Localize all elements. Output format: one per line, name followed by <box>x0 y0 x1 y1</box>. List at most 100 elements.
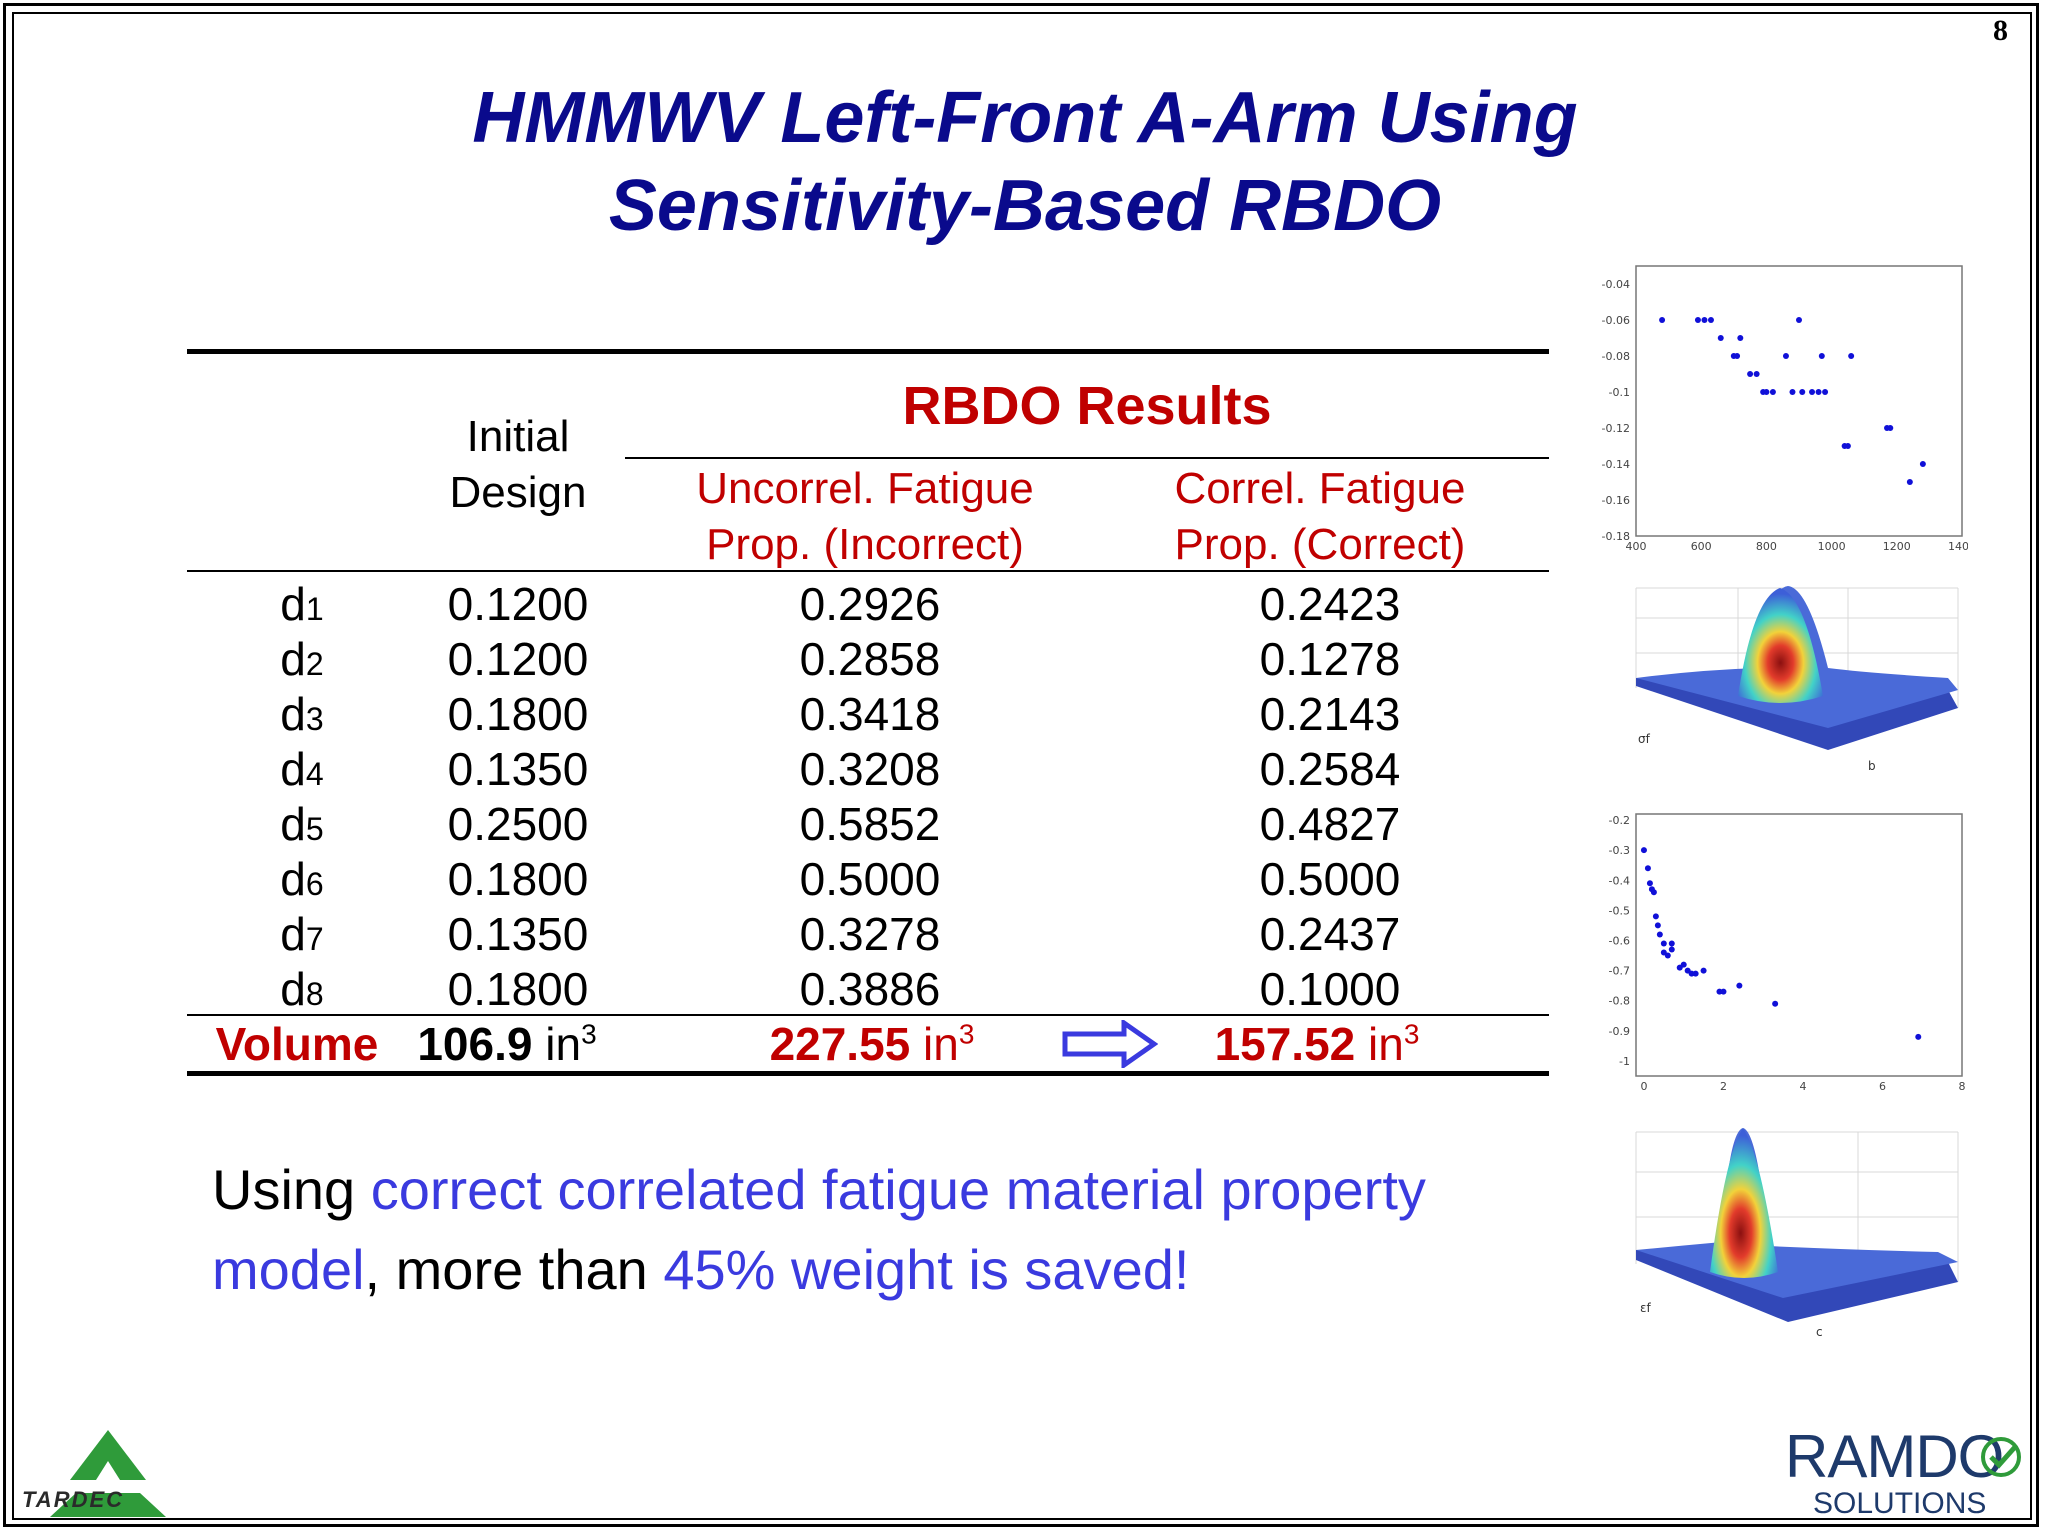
scatter2-y-tick: -0.7 <box>1609 965 1630 978</box>
scatter1-y-tick: -0.1 <box>1609 386 1630 399</box>
scatter1-y-tick: -0.04 <box>1602 278 1630 291</box>
initial-design-header: Initial Design <box>433 409 603 521</box>
scatter1-point <box>1769 389 1776 395</box>
variable-label: d4 <box>247 742 357 796</box>
scatter1-x-tick: 1200 <box>1883 540 1911 553</box>
cell-correl: 0.2423 <box>1259 578 1401 630</box>
initial-header-line-1: Initial <box>466 412 570 461</box>
scatter2-point <box>1644 865 1651 872</box>
scatter1-y-tick: -0.14 <box>1602 458 1630 471</box>
scatter1-point <box>1906 479 1913 485</box>
scatter1-x-tick: 400 <box>1626 540 1647 553</box>
correl-header: Correl. Fatigue Prop. (Correct) <box>1130 461 1510 573</box>
scatter1-point <box>1694 317 1701 323</box>
volume-uncorrel-unit: in <box>923 1018 959 1070</box>
scatter2-point <box>1668 946 1675 953</box>
cell-initial: 0.1200 <box>447 578 589 630</box>
cell-uncorrel: 0.3418 <box>799 688 941 740</box>
scatter1-point <box>1809 389 1816 395</box>
variable-subscript: 1 <box>305 591 324 627</box>
scatter2-point <box>1736 982 1743 989</box>
scatter2-point <box>1656 931 1663 938</box>
scatter1-point <box>1747 371 1754 377</box>
surface-1-x-label: b <box>1868 759 1876 773</box>
cell-correl: 0.1000 <box>1259 963 1401 1015</box>
volume-correl: 157.52 in3 <box>1187 1017 1447 1071</box>
scatter-plot-1: 400 600 800 1000 1200 1400 -0.04 -0.06 -0.08 -0.1… <box>1602 265 1968 553</box>
surface-plot-2: c εf <box>1635 1128 1959 1339</box>
variable-subscript: 6 <box>305 866 324 902</box>
ramdo-logo-subtitle: SOLUTIONS <box>1813 1487 1987 1520</box>
volume-uncorrel: 227.55 in3 <box>742 1017 1002 1071</box>
scatter1-point <box>1818 353 1825 359</box>
cell-initial: 0.2500 <box>447 798 589 850</box>
results-table: Initial Design RBDO Results Uncorrel. Fa… <box>187 349 1549 1079</box>
scatter1-point <box>1822 389 1829 395</box>
correl-header-line-2: Prop. (Correct) <box>1174 520 1466 569</box>
volume-initial-value: 106.9 <box>417 1018 533 1070</box>
scatter2-point <box>1720 988 1727 995</box>
cell-uncorrel: 0.5000 <box>799 853 941 905</box>
rbdo-header-rule <box>625 457 1549 459</box>
scatter2-point <box>1680 961 1687 968</box>
tardec-logo-notch <box>96 1461 120 1480</box>
cell-correl: 0.5000 <box>1259 853 1401 905</box>
variable-label: d1 <box>247 577 357 631</box>
variable-subscript: 2 <box>305 646 324 682</box>
scatter1-point <box>1887 425 1894 431</box>
uncorrel-header-line-2: Prop. (Incorrect) <box>706 520 1024 569</box>
scatter1-point <box>1782 353 1789 359</box>
volume-top-rule <box>187 1014 1549 1016</box>
variable-subscript: 4 <box>305 756 324 792</box>
volume-correl-unit: in <box>1368 1018 1404 1070</box>
scatter2-y-tick: -0.9 <box>1609 1025 1630 1038</box>
variable-letter: d <box>280 743 306 795</box>
volume-initial: 106.9 in3 <box>407 1017 607 1071</box>
cell-correl: 0.4827 <box>1259 798 1401 850</box>
table-top-rule <box>187 349 1549 354</box>
variable-letter: d <box>280 578 306 630</box>
scatter1-point <box>1919 461 1926 467</box>
variable-letter: d <box>280 688 306 740</box>
scatter1-point <box>1734 353 1741 359</box>
tardec-logo-text: TARDEC <box>22 1487 124 1512</box>
scatter1-point <box>1815 389 1822 395</box>
surface-2-x-label: c <box>1816 1325 1823 1339</box>
tardec-logo-triangle <box>70 1430 146 1480</box>
scatter1-point <box>1753 371 1760 377</box>
variable-label: d5 <box>247 797 357 851</box>
variable-subscript: 3 <box>305 701 324 737</box>
slide-title-line-1: HMMWV Left-Front A-Arm Using <box>472 78 1578 158</box>
scatter1-point <box>1799 389 1806 395</box>
statement-part-1: Using <box>212 1158 371 1221</box>
scatter1-point <box>1737 335 1744 341</box>
scatter2-point <box>1692 970 1699 977</box>
cell-initial: 0.1350 <box>447 908 589 960</box>
variable-label: d2 <box>247 632 357 686</box>
ramdo-logo-wordmark: RAMDO <box>1785 1423 2004 1490</box>
header-bottom-rule <box>187 570 1549 572</box>
rbdo-results-header: RBDO Results <box>902 376 1272 436</box>
statement-part-2: correct correlated fatigue material prop… <box>370 1158 1426 1221</box>
cell-uncorrel: 0.3278 <box>799 908 941 960</box>
scatter2-point <box>1668 940 1675 947</box>
scatter2-point <box>1652 913 1659 920</box>
scatter1-y-tick: -0.06 <box>1602 314 1630 327</box>
uncorrel-header-line-1: Uncorrel. Fatigue <box>696 464 1034 513</box>
cell-initial: 0.1800 <box>447 963 589 1015</box>
surface-2-grid <box>1635 1131 1959 1282</box>
cell-correl: 0.2584 <box>1259 743 1401 795</box>
scatter1-point <box>1717 335 1724 341</box>
variable-label: d7 <box>247 907 357 961</box>
scatter1-y-tick: -0.08 <box>1602 350 1630 363</box>
variable-label: d3 <box>247 687 357 741</box>
scatter1-x-tick: 600 <box>1691 540 1712 553</box>
scatter2-y-tick: -0.6 <box>1609 934 1630 947</box>
scatter2-frame <box>1635 813 1963 1077</box>
scatter1-x-tick: 1400 <box>1948 540 1968 553</box>
scatter2-y-tick: -0.8 <box>1609 995 1630 1008</box>
volume-initial-exp: 3 <box>581 1018 597 1050</box>
scatter2-point <box>1640 847 1647 854</box>
scatter2-y-tick: -0.2 <box>1609 814 1630 827</box>
table-bottom-rule <box>187 1071 1549 1076</box>
